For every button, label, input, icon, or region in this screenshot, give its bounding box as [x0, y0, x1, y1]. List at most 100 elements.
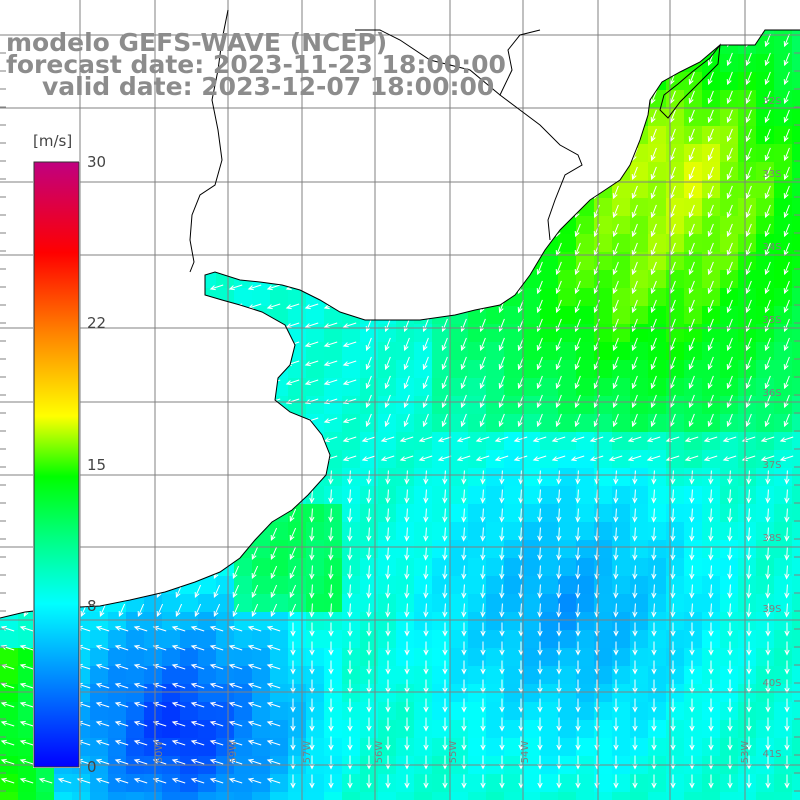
wind-arrow — [285, 303, 300, 310]
sea-cell — [774, 486, 792, 504]
sea-cell — [774, 30, 792, 36]
wind-arrow — [760, 436, 775, 443]
sea-cell — [576, 504, 594, 522]
sea-cell — [648, 630, 666, 648]
sea-cell — [648, 108, 666, 126]
sea-cell — [522, 738, 540, 756]
sea-cell — [468, 576, 486, 594]
wind-arrow — [612, 261, 619, 276]
wind-arrow — [460, 356, 467, 371]
sea-cell — [756, 270, 774, 288]
sea-cell — [756, 792, 774, 800]
wind-arrow — [499, 736, 505, 751]
wind-arrow — [171, 701, 186, 708]
wind-arrow — [593, 299, 600, 314]
sea-cell — [342, 468, 360, 486]
sea-cell — [576, 558, 594, 576]
wind-arrow — [247, 701, 262, 708]
sea-cell — [756, 594, 774, 612]
sea-cell — [702, 198, 720, 216]
sea-cell — [738, 558, 756, 576]
sea-cell — [576, 522, 594, 540]
wind-arrow — [783, 71, 790, 86]
sea-cell — [414, 468, 432, 486]
wind-arrow — [479, 356, 486, 371]
wind-arrow — [784, 489, 790, 504]
sea-cell — [720, 540, 738, 558]
wind-arrow — [670, 774, 676, 789]
sea-cell — [666, 378, 684, 396]
wind-arrow — [650, 299, 657, 314]
wind-arrow — [575, 736, 581, 751]
wind-arrow — [551, 455, 566, 462]
sea-cell — [180, 792, 198, 800]
sea-cell — [666, 144, 684, 162]
wind-arrow — [593, 204, 600, 219]
sea-cell — [720, 252, 738, 270]
sea-cell — [558, 270, 576, 288]
wind-arrow — [612, 375, 619, 390]
wind-arrow — [347, 774, 353, 789]
wind-arrow — [404, 660, 410, 675]
wind-arrow — [556, 584, 562, 599]
sea-cell — [234, 288, 252, 306]
sea-cell — [630, 630, 648, 648]
wind-arrow — [19, 758, 34, 765]
sea-cell — [792, 468, 800, 486]
sea-cell — [342, 414, 360, 432]
wind-arrow — [366, 470, 372, 485]
sea-cell — [738, 216, 756, 234]
sea-cell — [396, 324, 414, 342]
sea-cell — [684, 216, 702, 234]
sea-cell — [576, 432, 594, 450]
sea-cell — [0, 702, 18, 720]
sea-cell — [522, 630, 540, 648]
sea-cell — [756, 648, 774, 666]
sea-cell — [612, 378, 630, 396]
wind-arrow — [764, 166, 771, 181]
sea-cell — [90, 630, 108, 648]
wind-arrow — [726, 280, 733, 295]
wind-arrow — [689, 470, 695, 485]
wind-arrow — [114, 777, 129, 784]
wind-arrow — [765, 546, 771, 561]
wind-arrow — [765, 774, 771, 789]
wind-arrow — [518, 584, 524, 599]
wind-arrow — [270, 546, 278, 561]
wind-arrow — [650, 166, 657, 181]
sea-cell — [504, 468, 522, 486]
sea-cell — [324, 432, 342, 450]
wind-arrow — [727, 527, 733, 542]
sea-cell — [108, 702, 126, 720]
wind-arrow — [745, 299, 752, 314]
wind-arrow — [613, 546, 619, 561]
sea-cell — [126, 702, 144, 720]
sea-cell — [702, 342, 720, 360]
wind-arrow — [670, 546, 676, 561]
sea-cell — [450, 594, 468, 612]
wind-arrow — [499, 622, 505, 637]
sea-cell — [252, 666, 270, 684]
wind-arrow — [632, 698, 638, 713]
sea-cell — [558, 720, 576, 738]
wind-arrow — [536, 299, 543, 314]
wind-arrow — [404, 717, 410, 732]
wind-arrow — [688, 413, 695, 428]
sea-cell — [414, 522, 432, 540]
sea-cell — [702, 792, 720, 800]
wind-arrow — [289, 508, 297, 523]
sea-cell — [378, 684, 396, 702]
wind-arrow — [209, 625, 224, 632]
sea-cell — [666, 630, 684, 648]
wind-arrow — [461, 641, 467, 656]
sea-cell — [738, 234, 756, 252]
wind-arrow — [632, 603, 638, 618]
wind-arrow — [403, 375, 410, 390]
wind-arrow — [289, 584, 297, 599]
sea-cell — [630, 702, 648, 720]
wind-arrow — [442, 774, 448, 789]
sea-cell — [252, 288, 270, 306]
wind-arrow — [707, 185, 714, 200]
sea-cell — [666, 576, 684, 594]
sea-cell — [378, 432, 396, 450]
